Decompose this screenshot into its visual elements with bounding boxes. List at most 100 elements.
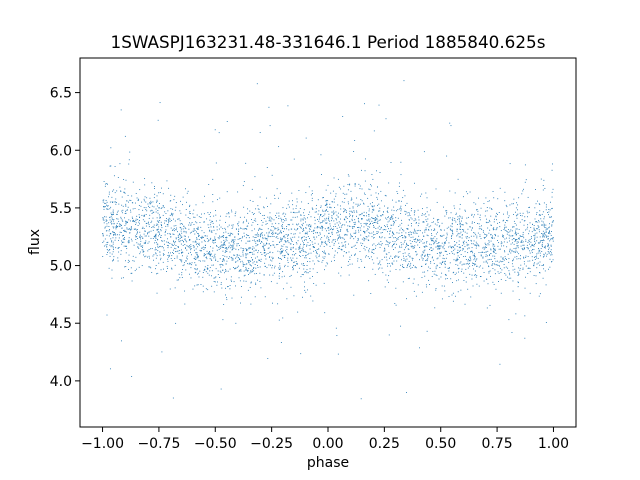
- data-point: [106, 183, 108, 185]
- data-point: [366, 246, 368, 248]
- data-point: [213, 255, 215, 257]
- data-point: [238, 258, 240, 260]
- data-point: [208, 213, 210, 215]
- data-point: [432, 240, 434, 242]
- data-point: [493, 229, 495, 230]
- data-point: [206, 253, 208, 255]
- data-point: [349, 237, 351, 239]
- data-point: [294, 265, 296, 266]
- data-point: [274, 267, 275, 269]
- data-point: [181, 236, 183, 238]
- data-point: [303, 215, 305, 216]
- data-point: [219, 247, 221, 249]
- data-point: [186, 192, 188, 194]
- data-point: [388, 334, 390, 336]
- data-point: [237, 234, 239, 236]
- data-point: [326, 222, 328, 224]
- data-point: [240, 228, 242, 229]
- data-point: [178, 252, 180, 254]
- data-point: [154, 249, 156, 251]
- data-point: [479, 236, 481, 237]
- y-tick-label: 5.0: [50, 259, 72, 275]
- data-point: [384, 205, 385, 207]
- data-point: [216, 249, 218, 251]
- data-point: [332, 239, 334, 241]
- data-point: [212, 239, 214, 241]
- data-point: [240, 286, 242, 287]
- data-point: [393, 210, 395, 212]
- data-point: [429, 243, 431, 245]
- data-point: [401, 259, 402, 261]
- data-point: [462, 263, 464, 265]
- data-point: [340, 275, 342, 277]
- data-point: [206, 250, 208, 252]
- data-point: [483, 233, 485, 235]
- data-point: [170, 246, 172, 248]
- data-point: [377, 198, 378, 200]
- data-point: [318, 226, 320, 228]
- data-point: [175, 238, 177, 240]
- data-point: [200, 217, 202, 218]
- data-point: [212, 178, 214, 180]
- data-point: [139, 231, 141, 233]
- data-point: [109, 165, 111, 167]
- data-point: [552, 259, 554, 261]
- data-point: [154, 239, 156, 241]
- data-point: [533, 263, 535, 265]
- data-point: [418, 216, 420, 218]
- data-point: [411, 218, 413, 220]
- data-point: [105, 230, 107, 232]
- data-point: [426, 220, 428, 222]
- data-point: [402, 266, 404, 268]
- data-point: [492, 268, 494, 269]
- data-point: [242, 265, 244, 267]
- data-point: [313, 246, 315, 248]
- data-point: [430, 237, 432, 239]
- data-point: [381, 267, 383, 269]
- data-point: [424, 255, 426, 257]
- data-point: [480, 252, 482, 254]
- data-point: [331, 201, 333, 203]
- data-point: [120, 216, 122, 218]
- data-point: [456, 230, 458, 232]
- data-point: [247, 270, 249, 272]
- data-point: [131, 228, 133, 230]
- data-point: [109, 255, 111, 257]
- data-point: [338, 230, 339, 232]
- data-point: [222, 259, 224, 261]
- data-point: [427, 254, 429, 255]
- data-point: [112, 258, 114, 260]
- data-point: [504, 200, 506, 202]
- data-point: [398, 182, 400, 184]
- data-point: [320, 222, 322, 223]
- data-point: [158, 231, 160, 233]
- data-point: [239, 238, 240, 240]
- data-point: [486, 222, 488, 224]
- data-point: [467, 193, 469, 195]
- data-point: [280, 217, 282, 219]
- data-point: [125, 222, 127, 224]
- data-point: [338, 246, 340, 247]
- data-point: [247, 289, 249, 291]
- data-point: [173, 199, 175, 201]
- data-point: [528, 233, 530, 235]
- data-point: [275, 216, 277, 218]
- data-point: [476, 209, 478, 210]
- data-point: [256, 261, 258, 263]
- data-point: [203, 239, 205, 241]
- data-point: [427, 255, 428, 257]
- data-point: [506, 246, 508, 248]
- data-point: [322, 241, 324, 243]
- data-point: [161, 240, 162, 242]
- data-point: [222, 235, 224, 237]
- data-point: [517, 275, 519, 276]
- data-point: [392, 240, 394, 242]
- data-point: [439, 245, 441, 247]
- data-point: [126, 227, 128, 229]
- data-point: [302, 236, 303, 238]
- data-point: [179, 233, 180, 235]
- data-point: [155, 211, 157, 213]
- data-point: [317, 260, 319, 262]
- data-point: [113, 219, 115, 220]
- data-point: [274, 265, 276, 267]
